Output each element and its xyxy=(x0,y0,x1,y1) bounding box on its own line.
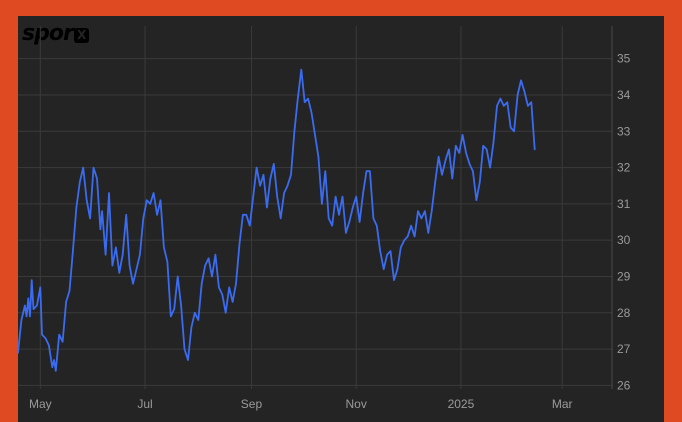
y-tick-label: 33 xyxy=(617,124,631,138)
brand-logo: spor X xyxy=(22,23,89,45)
y-tick-label: 34 xyxy=(617,88,631,102)
y-tick-label: 28 xyxy=(617,306,631,320)
y-tick-label: 32 xyxy=(617,161,631,175)
x-tick-label: May xyxy=(29,397,52,411)
y-tick-label: 27 xyxy=(617,342,631,356)
x-tick-label: 2025 xyxy=(448,397,475,411)
logo-mark: X xyxy=(73,28,89,43)
series-line xyxy=(18,68,536,372)
x-tick-label: Sep xyxy=(241,397,263,411)
y-tick-label: 26 xyxy=(617,378,631,392)
price-line-chart: 26 27 28 29 30 31 32 33 34 35 May Jul Sep Nov 2025 Mar xyxy=(18,26,631,411)
y-tick-label: 31 xyxy=(617,197,631,211)
y-tick-label: 35 xyxy=(617,52,631,66)
x-tick-label: Nov xyxy=(346,397,367,411)
chart-panel: spor X 26 27 28 29 30 31 32 33 34 35 May Jul Sep Nov 20… xyxy=(18,16,664,422)
x-tick-label: Mar xyxy=(552,397,573,411)
y-tick-label: 30 xyxy=(617,233,631,247)
logo-text: spor xyxy=(22,21,74,46)
x-tick-label: Jul xyxy=(137,397,152,411)
y-tick-label: 29 xyxy=(617,269,631,283)
